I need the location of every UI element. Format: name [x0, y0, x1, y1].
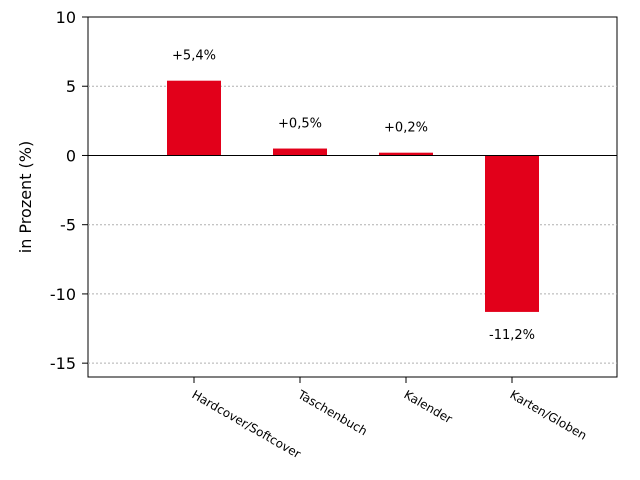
bar: [273, 148, 327, 156]
y-axis-title: in Prozent (%): [16, 141, 35, 253]
data-label: +0,2%: [384, 121, 428, 136]
data-labels: +5,4% +0,5% +0,2% -11,2%: [172, 49, 535, 343]
x-tick-label: Taschenbuch: [295, 387, 370, 438]
bar: [167, 80, 221, 156]
y-tick-label: 0: [66, 146, 76, 165]
data-label: +5,4%: [172, 49, 216, 64]
y-tick-label: -5: [60, 216, 76, 235]
bar: [485, 155, 539, 312]
x-tick-label: Karten/Globen: [508, 387, 590, 442]
data-label: -11,2%: [489, 328, 535, 343]
x-tick-label: Kalender: [402, 387, 455, 426]
data-label: +0,5%: [278, 117, 322, 132]
y-tick-label: 10: [56, 8, 76, 27]
x-tick-label: Hardcover/Softcover: [190, 387, 304, 461]
y-tick-label: -15: [50, 354, 76, 373]
y-axis-ticks: 10 5 0 -5 -10 -15: [50, 8, 88, 373]
y-tick-label: -10: [50, 285, 76, 304]
bars: [167, 80, 539, 312]
y-tick-label: 5: [66, 77, 76, 96]
bar: [379, 152, 433, 156]
